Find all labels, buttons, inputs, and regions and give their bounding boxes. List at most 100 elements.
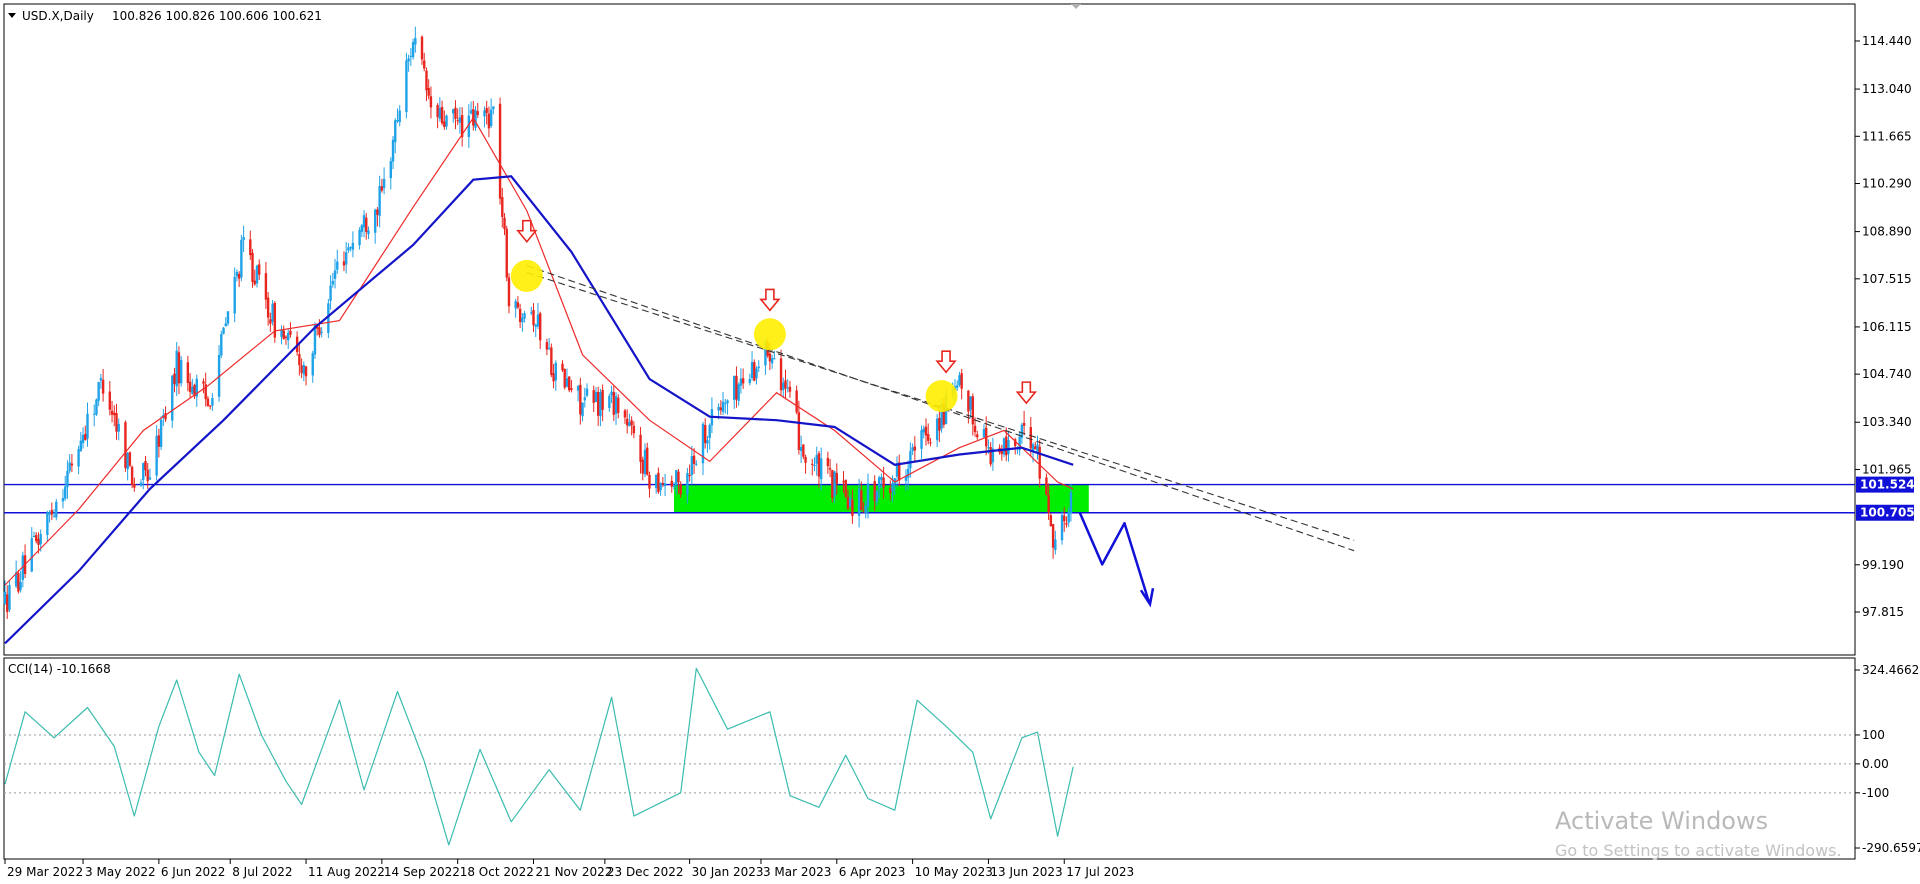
- highlight-circle-3[interactable]: [925, 380, 958, 413]
- candle: [739, 368, 743, 394]
- ma-fast-line[interactable]: [4, 116, 1074, 586]
- candle: [530, 306, 533, 316]
- candle: [1069, 483, 1073, 522]
- candle: [311, 350, 314, 383]
- candle: [175, 342, 178, 397]
- candle: [646, 442, 649, 476]
- candle: [409, 48, 413, 66]
- candle: [701, 421, 705, 476]
- candle: [349, 246, 352, 252]
- trendline-1[interactable]: [526, 265, 1355, 552]
- candle: [848, 494, 852, 508]
- candle: [159, 416, 163, 450]
- candle: [1036, 435, 1039, 460]
- candles-layer: [3, 26, 1073, 619]
- candle: [425, 67, 428, 102]
- candle: [146, 462, 149, 489]
- candle: [423, 52, 426, 72]
- candle: [1051, 523, 1055, 559]
- candle: [237, 271, 241, 288]
- level-lines-layer: [4, 483, 1855, 514]
- candle: [583, 387, 586, 408]
- candle: [889, 480, 892, 501]
- candle: [148, 468, 152, 480]
- scroll-marker-icon[interactable]: [1071, 4, 1081, 9]
- candle: [802, 444, 805, 460]
- candle: [623, 408, 627, 424]
- candle: [799, 435, 803, 463]
- candle: [833, 470, 836, 503]
- price-tick-label: 107.515: [1862, 272, 1912, 286]
- candle: [753, 359, 756, 382]
- support-zone[interactable]: [674, 484, 1089, 513]
- candle: [333, 258, 337, 289]
- candle: [688, 464, 691, 482]
- date-tick-label: 3 May 2022: [85, 865, 156, 879]
- candle: [679, 481, 682, 498]
- triangle-down-icon[interactable]: [8, 13, 16, 18]
- down-arrow-icon[interactable]: [759, 288, 781, 312]
- candle: [48, 510, 51, 523]
- candle: [1007, 430, 1010, 462]
- candle: [503, 213, 506, 236]
- cci-tick-label: -290.6597: [1862, 841, 1920, 855]
- forecast-path[interactable]: [1078, 512, 1151, 603]
- candle: [563, 368, 566, 390]
- candle: [378, 175, 381, 228]
- highlight-circle-1[interactable]: [510, 259, 543, 292]
- moving-averages-layer: [4, 116, 1074, 645]
- candle: [373, 208, 377, 244]
- down-arrow-icon[interactable]: [1015, 381, 1038, 405]
- candle: [581, 402, 584, 422]
- candle: [534, 323, 537, 338]
- candle: [396, 108, 399, 124]
- candle: [284, 335, 288, 345]
- candle: [133, 477, 136, 492]
- candle: [52, 508, 56, 518]
- candle: [601, 384, 604, 422]
- candle: [362, 210, 366, 238]
- candle: [380, 178, 384, 193]
- price-tick-label: 111.665: [1862, 129, 1912, 143]
- cci-line[interactable]: [4, 667, 1074, 846]
- candle: [454, 100, 457, 130]
- down-arrow-icon[interactable]: [516, 219, 538, 243]
- price-tick-label: 110.290: [1862, 177, 1912, 191]
- candle: [630, 416, 633, 436]
- candle: [177, 346, 181, 395]
- candle: [474, 106, 477, 132]
- candle: [30, 527, 33, 573]
- candle: [750, 351, 754, 381]
- candle: [550, 343, 553, 378]
- candle: [492, 106, 495, 115]
- candle: [686, 467, 689, 504]
- candle: [864, 500, 867, 519]
- cci-axis: 324.4662 100 0.00 -100 -290.6597: [1855, 663, 1920, 855]
- candle: [960, 368, 963, 400]
- highlight-circle-2[interactable]: [753, 318, 786, 351]
- candle: [124, 420, 127, 472]
- candle: [365, 213, 368, 240]
- candle: [360, 223, 363, 237]
- candle: [139, 479, 143, 488]
- down-arrow-icon[interactable]: [935, 350, 957, 374]
- candle: [873, 475, 876, 512]
- candle: [347, 243, 350, 254]
- candle: [66, 460, 69, 499]
- candle: [505, 225, 508, 282]
- candle: [704, 418, 707, 449]
- candle: [991, 437, 995, 471]
- candle: [70, 454, 74, 472]
- candle: [657, 467, 660, 494]
- cci-pane[interactable]: [3, 657, 1856, 860]
- candle: [436, 103, 439, 129]
- candle: [813, 457, 816, 472]
- candle: [287, 328, 290, 349]
- candle: [253, 269, 256, 286]
- candle: [695, 460, 698, 467]
- candle: [670, 475, 673, 493]
- candle: [79, 431, 83, 452]
- ma-slow-line[interactable]: [4, 175, 1074, 645]
- candle: [927, 423, 930, 445]
